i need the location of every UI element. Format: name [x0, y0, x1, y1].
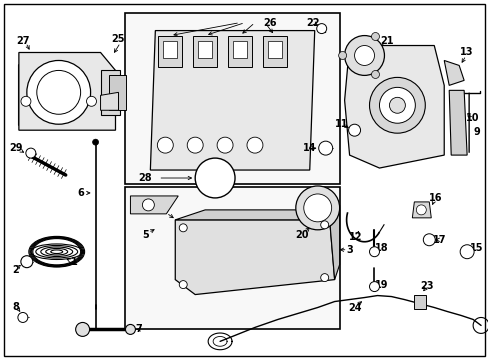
Text: 13: 13 — [459, 48, 473, 58]
Polygon shape — [344, 45, 443, 168]
Circle shape — [26, 148, 36, 158]
Circle shape — [179, 280, 187, 289]
Text: 4: 4 — [162, 205, 168, 215]
Circle shape — [320, 221, 328, 229]
Circle shape — [18, 312, 28, 323]
Text: 10: 10 — [466, 113, 479, 123]
Circle shape — [379, 87, 414, 123]
Circle shape — [246, 137, 263, 153]
Text: 24: 24 — [347, 302, 361, 312]
Text: 1: 1 — [71, 257, 78, 267]
Text: 18: 18 — [374, 243, 387, 253]
Polygon shape — [443, 60, 463, 85]
Circle shape — [423, 234, 434, 246]
Text: 26: 26 — [263, 18, 276, 28]
Text: 25: 25 — [112, 33, 125, 44]
Circle shape — [217, 137, 233, 153]
Text: 23: 23 — [420, 280, 433, 291]
Bar — [227, 36, 251, 67]
Text: 20: 20 — [294, 230, 308, 240]
Polygon shape — [411, 202, 430, 218]
Text: 2: 2 — [13, 265, 19, 275]
Bar — [198, 41, 212, 58]
Bar — [108, 75, 126, 110]
Bar — [193, 36, 217, 67]
Text: 15: 15 — [469, 243, 483, 253]
Text: 22: 22 — [305, 18, 319, 28]
Circle shape — [369, 282, 379, 292]
Polygon shape — [448, 90, 466, 155]
Polygon shape — [130, 196, 178, 214]
Circle shape — [318, 141, 332, 155]
Text: 6: 6 — [77, 188, 84, 198]
Circle shape — [21, 96, 31, 106]
Polygon shape — [19, 53, 115, 130]
Circle shape — [21, 256, 33, 268]
Circle shape — [369, 77, 425, 133]
Circle shape — [187, 137, 203, 153]
Polygon shape — [329, 210, 339, 280]
Circle shape — [354, 45, 374, 66]
Text: 17: 17 — [431, 235, 445, 245]
Bar — [125, 13, 339, 184]
Text: 19: 19 — [374, 280, 387, 289]
Circle shape — [125, 324, 135, 334]
Circle shape — [415, 205, 426, 215]
Polygon shape — [101, 71, 120, 115]
Circle shape — [142, 199, 154, 211]
Text: 5: 5 — [142, 230, 148, 240]
Polygon shape — [175, 210, 339, 220]
Bar — [233, 41, 246, 58]
Circle shape — [344, 36, 384, 75]
Text: 7: 7 — [135, 324, 142, 334]
Circle shape — [303, 194, 331, 222]
Bar — [125, 187, 339, 329]
Circle shape — [27, 60, 90, 124]
Circle shape — [316, 24, 326, 33]
Circle shape — [320, 274, 328, 282]
Circle shape — [86, 96, 96, 106]
Circle shape — [459, 245, 473, 259]
Circle shape — [76, 323, 89, 336]
Circle shape — [92, 139, 99, 145]
Circle shape — [37, 71, 81, 114]
Circle shape — [179, 224, 187, 232]
Circle shape — [388, 97, 405, 113]
Text: 16: 16 — [427, 193, 441, 203]
Polygon shape — [101, 92, 118, 110]
Polygon shape — [175, 220, 334, 294]
Text: 12: 12 — [348, 232, 362, 242]
Circle shape — [157, 137, 173, 153]
Bar — [263, 36, 286, 67]
Circle shape — [371, 71, 379, 78]
Text: 14: 14 — [303, 143, 316, 153]
Text: 29: 29 — [9, 143, 22, 153]
Circle shape — [338, 51, 346, 59]
Text: 21: 21 — [380, 36, 393, 46]
Circle shape — [371, 32, 379, 40]
Polygon shape — [150, 31, 314, 170]
Bar — [163, 41, 177, 58]
Bar — [158, 36, 182, 67]
Circle shape — [348, 124, 360, 136]
Text: 8: 8 — [12, 302, 20, 311]
Text: 28: 28 — [138, 173, 152, 183]
Circle shape — [195, 158, 235, 198]
Bar — [267, 41, 281, 58]
Bar — [413, 294, 426, 310]
Text: 9: 9 — [473, 127, 480, 137]
Text: 3: 3 — [346, 245, 352, 255]
Text: 27: 27 — [16, 36, 30, 46]
Circle shape — [369, 247, 379, 257]
Text: 11: 11 — [334, 119, 347, 129]
Circle shape — [295, 186, 339, 230]
